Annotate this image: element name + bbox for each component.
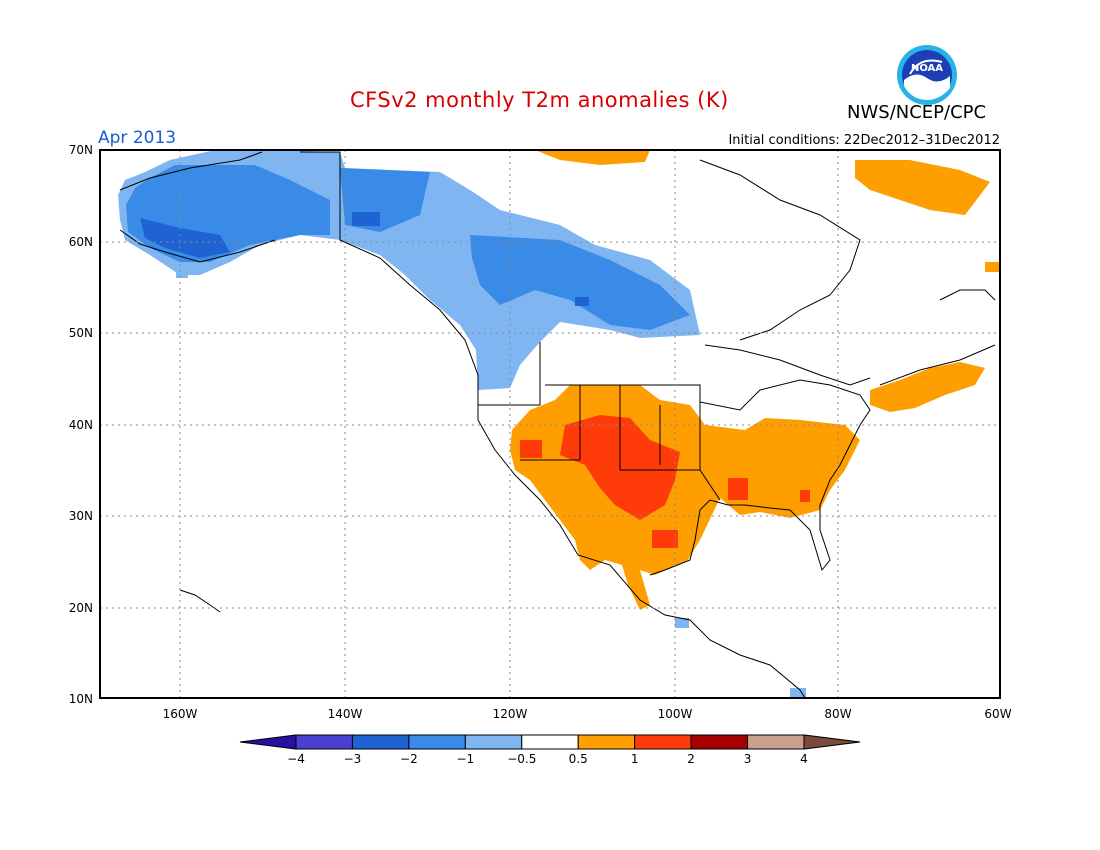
colorbar-segment	[634, 734, 692, 750]
colorbar-label: 4	[800, 752, 808, 766]
colorbar: −4 −3 −2 −1 −0.5 0.5 1 2 3 4	[239, 734, 861, 766]
initial-conditions: Initial conditions: 22Dec2012–31Dec2012	[728, 133, 1000, 148]
colorbar-label: −2	[400, 752, 418, 766]
colorbar-segment	[408, 734, 466, 750]
warm-anomaly-light-region	[985, 262, 999, 272]
latitude-labels: 70N 60N 50N 40N 30N 20N 10N	[69, 143, 93, 706]
colorbar-segment	[295, 734, 353, 750]
cold-anomaly-light-region	[790, 688, 806, 698]
colorbar-label: 0.5	[569, 752, 588, 766]
lat-label: 60N	[69, 235, 93, 249]
colorbar-segment	[464, 734, 523, 750]
lat-label: 50N	[69, 326, 93, 340]
noaa-logo: NOAA	[897, 45, 957, 105]
graticule	[100, 150, 1000, 698]
warm-anomaly-light-region	[855, 160, 990, 215]
lon-label: 160W	[163, 707, 198, 721]
warm-anomaly-strong-region	[800, 490, 810, 502]
lon-label: 140W	[328, 707, 363, 721]
colorbar-segment	[351, 734, 410, 750]
colorbar-label: −4	[287, 752, 305, 766]
colorbar-segment	[239, 734, 297, 750]
map-title: CFSv2 monthly T2m anomalies (K)	[350, 88, 729, 112]
lon-label: 120W	[493, 707, 528, 721]
lat-label: 20N	[69, 601, 93, 615]
svg-text:NOAA: NOAA	[911, 63, 943, 74]
lat-label: 70N	[69, 143, 93, 157]
colorbar-segment	[577, 734, 636, 750]
lat-label: 10N	[69, 692, 93, 706]
colorbar-label: −1	[456, 752, 474, 766]
warm-anomaly-strong-region	[520, 440, 542, 458]
colorbar-segment	[747, 734, 805, 750]
cold-anomaly-strong-region	[352, 212, 380, 226]
colorbar-label: −0.5	[507, 752, 536, 766]
cold-anomaly-strong-region	[140, 218, 230, 258]
coastlines	[119, 151, 996, 699]
anomaly-fields	[118, 150, 999, 698]
colorbar-segment	[690, 734, 749, 750]
colorbar-label: −3	[344, 752, 362, 766]
colorbar-segment	[521, 734, 579, 750]
warm-anomaly-light-region	[535, 150, 650, 165]
lon-label: 100W	[658, 707, 693, 721]
cold-anomaly-light-region	[176, 270, 188, 278]
warm-anomaly-light-region	[870, 362, 985, 412]
warm-anomaly-strong-region	[652, 530, 678, 548]
colorbar-label: 1	[631, 752, 639, 766]
cold-anomaly-light-region	[675, 618, 689, 628]
lon-label: 80W	[824, 707, 851, 721]
lat-label: 30N	[69, 509, 93, 523]
map-frame	[99, 149, 1001, 699]
lon-label: 60W	[984, 707, 1011, 721]
longitude-labels: 160W 140W 120W 100W 80W 60W	[163, 707, 1012, 721]
cold-anomaly-strong-region	[575, 297, 589, 306]
colorbar-label: 3	[744, 752, 752, 766]
warm-anomaly-strong-region	[728, 478, 748, 500]
colorbar-label: 2	[687, 752, 695, 766]
organization-label: NWS/NCEP/CPC	[847, 102, 987, 123]
forecast-month: Apr 2013	[98, 128, 177, 148]
cold-anomaly-mid-region	[470, 235, 690, 330]
colorbar-segment	[803, 734, 861, 750]
lat-label: 40N	[69, 418, 93, 432]
